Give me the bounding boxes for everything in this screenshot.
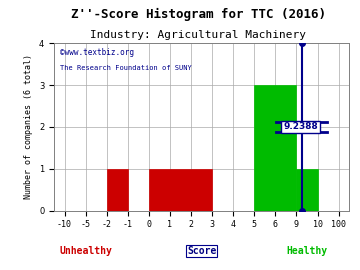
Bar: [149, 169, 212, 211]
Text: ©www.textbiz.org: ©www.textbiz.org: [60, 48, 134, 57]
Text: 9.2388: 9.2388: [283, 122, 318, 131]
Bar: [297, 169, 318, 211]
Text: Healthy: Healthy: [287, 246, 328, 256]
Text: Industry: Agricultural Machinery: Industry: Agricultural Machinery: [90, 30, 306, 40]
Bar: [254, 85, 297, 211]
Text: The Research Foundation of SUNY: The Research Foundation of SUNY: [60, 65, 192, 71]
Text: Unhealthy: Unhealthy: [59, 246, 112, 256]
Text: Score: Score: [187, 246, 216, 256]
Text: Z''-Score Histogram for TTC (2016): Z''-Score Histogram for TTC (2016): [71, 8, 325, 21]
Bar: [107, 169, 128, 211]
Y-axis label: Number of companies (6 total): Number of companies (6 total): [24, 54, 33, 200]
